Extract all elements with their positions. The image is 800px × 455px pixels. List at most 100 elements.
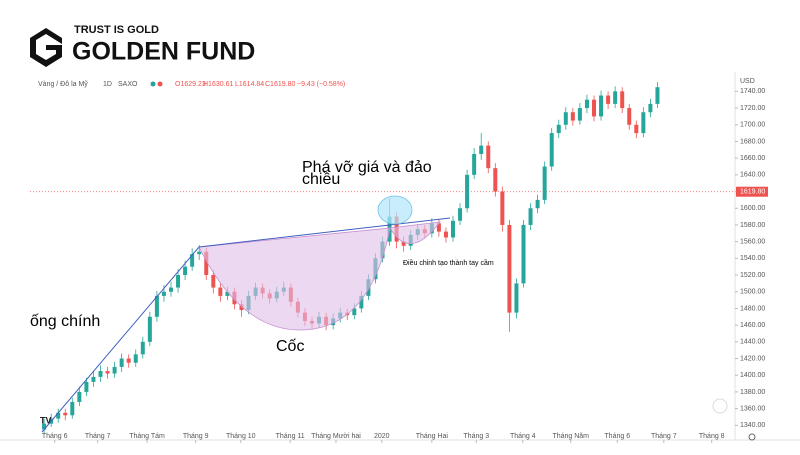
brand-name: GOLDEN FUND — [72, 38, 255, 66]
candle-body — [211, 275, 216, 288]
tagline: TRUST IS GOLD — [74, 24, 159, 36]
x-tick-label: Tháng 7 — [651, 433, 677, 440]
y-tick-label: 1700.00 — [740, 122, 765, 129]
pattern-drawings — [41, 195, 451, 433]
candle-body — [56, 412, 61, 419]
candle-body — [479, 145, 484, 154]
annotation-line: chiều — [302, 171, 340, 188]
x-tick-label: Tháng Mười hai — [311, 433, 361, 440]
candle-body — [91, 376, 96, 382]
candle-body — [63, 412, 68, 416]
candle-body — [570, 112, 575, 121]
candle-body — [627, 108, 632, 125]
y-tick-label: 1560.00 — [740, 238, 765, 245]
candle-body — [359, 295, 364, 309]
y-tick-label: 1720.00 — [740, 105, 765, 112]
settings-icon[interactable] — [748, 433, 756, 441]
source: SAXO — [118, 81, 138, 88]
x-tick-label: Tháng 3 — [463, 433, 489, 440]
candle-body — [225, 291, 230, 296]
y-tick-label: 1340.00 — [740, 422, 765, 429]
x-tick-label: Tháng 10 — [226, 433, 256, 440]
candle-body — [606, 95, 611, 104]
candle-body — [451, 220, 455, 238]
candle-body — [176, 275, 181, 288]
x-tick-label: Tháng 9 — [183, 433, 209, 440]
x-tick-label: 2020 — [374, 433, 390, 440]
annotation: Phá vỡ giá và đảo chiều — [302, 159, 432, 188]
candle-body — [514, 283, 519, 313]
y-tick-label: 1380.00 — [740, 389, 765, 396]
annotation: Cốc — [276, 338, 304, 355]
scroll-button[interactable] — [712, 398, 728, 414]
tv-logo: TV — [40, 415, 52, 425]
candle-body — [641, 112, 646, 134]
x-tick-label: Tháng 8 — [699, 433, 725, 440]
x-tick-label: Tháng 6 — [42, 433, 68, 440]
candle-body — [119, 358, 124, 367]
candle-body — [70, 401, 75, 416]
candle-body — [613, 91, 618, 104]
candle-body — [577, 108, 582, 121]
logo-icon — [30, 28, 62, 67]
candle-body — [584, 99, 589, 109]
breakout-marker — [377, 195, 413, 225]
y-tick-label: 1740.00 — [740, 88, 765, 95]
candle-body — [183, 266, 188, 276]
annotation: Điều chỉnh tạo thành tay cầm — [403, 258, 494, 267]
currency: USD — [740, 78, 755, 85]
candle-body — [620, 91, 625, 109]
candle-body — [556, 124, 561, 134]
candle-body — [500, 191, 505, 225]
candle-body — [190, 254, 195, 267]
y-tick-label: 1540.00 — [740, 255, 765, 262]
candle-body — [352, 308, 357, 316]
candle-body — [599, 95, 604, 117]
candle-body — [105, 371, 110, 374]
candle-body — [493, 168, 498, 192]
candle-body — [634, 124, 639, 134]
candle-body — [465, 174, 470, 209]
candle-body — [535, 199, 540, 209]
candle-body — [486, 145, 491, 169]
cup-shape — [198, 227, 391, 331]
annotation: ống chính — [30, 313, 100, 330]
candle-body — [521, 224, 526, 284]
quote-open: O1629.23 — [175, 81, 206, 88]
candle-body — [197, 251, 202, 255]
y-tick-label: 1360.00 — [740, 405, 765, 412]
candle-body — [77, 391, 82, 402]
candle-body — [204, 251, 209, 276]
logo: TRUST IS GOLD GOLDEN FUND — [30, 24, 255, 67]
symbol: Vàng / Đô la Mỹ — [38, 81, 88, 88]
symbol-info: Vàng / Đô la Mỹ 1D SAXO O1629.23 H1630.6… — [38, 81, 345, 88]
y-tick-label: 1440.00 — [740, 339, 765, 346]
candle-body — [507, 224, 512, 313]
y-tick-label: 1680.00 — [740, 138, 765, 145]
interval: 1D — [103, 81, 112, 88]
last-price-label: 1619.80 — [740, 189, 765, 196]
x-tick-label: Tháng 11 — [276, 433, 305, 440]
quote-low: L1614.84 — [235, 81, 264, 88]
status-dot — [157, 81, 163, 87]
candle-body — [147, 316, 152, 342]
y-tick-label: 1480.00 — [740, 305, 765, 312]
y-tick-label: 1640.00 — [740, 172, 765, 179]
rim-line — [198, 217, 451, 248]
y-tick-label: 1520.00 — [740, 272, 765, 279]
y-tick-label: 1580.00 — [740, 222, 765, 229]
x-tick-label: Tháng 7 — [85, 433, 111, 440]
x-tick-label: Tháng Tám — [129, 433, 165, 440]
candle-body — [154, 295, 159, 317]
annotation-line: Phá vỡ giá và đảo — [302, 159, 432, 176]
x-tick-label: Tháng Hai — [416, 433, 449, 440]
candle-body — [458, 208, 463, 221]
y-tick-label: 1600.00 — [740, 205, 765, 212]
candle-body — [655, 87, 660, 104]
candle-body — [218, 287, 223, 296]
candle-body — [161, 291, 166, 296]
last-price-tag — [736, 186, 768, 197]
handle-shape — [389, 221, 441, 245]
